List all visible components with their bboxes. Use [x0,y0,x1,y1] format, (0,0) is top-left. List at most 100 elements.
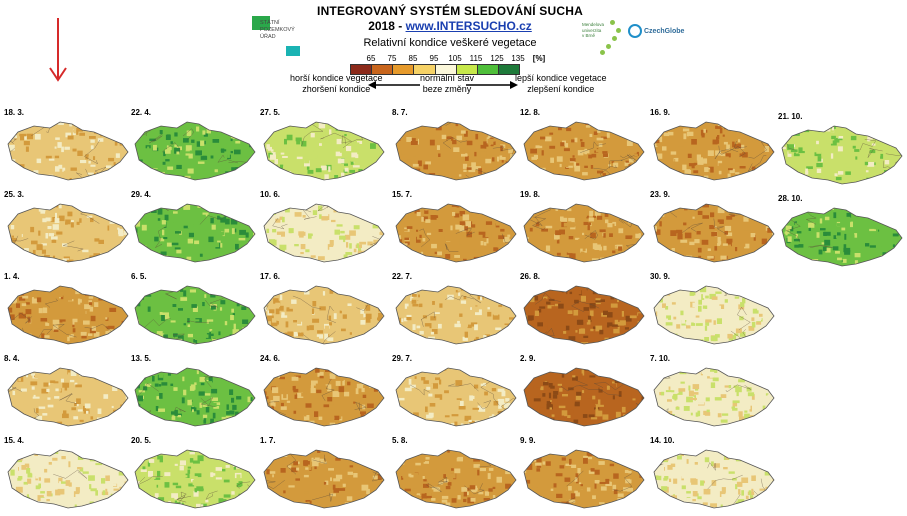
map-date-label: 9. 9. [520,436,536,445]
map-date-label: 13. 5. [131,354,152,363]
czech-map [653,203,775,263]
map-date-label: 5. 8. [392,436,408,445]
legend-color-swatch [371,65,393,74]
map-tile: 22. 4. [131,108,258,188]
czech-map [134,121,256,181]
map-tile: 7. 10. [650,354,777,434]
legend-title: Relativní kondice veškeré vegetace [363,37,537,49]
mendel-logo-text: Mendelova univerzita v Brně [582,22,605,38]
map-date-label: 8. 4. [4,354,20,363]
legend-tick-label: 65 [366,54,376,63]
map-tile: 9. 9. [520,436,647,516]
czech-map [395,203,517,263]
map-date-label: 16. 9. [650,108,671,117]
map-tile: 15. 4. [4,436,131,516]
map-tile: 12. 8. [520,108,647,188]
czech-map [263,367,385,427]
czech-map [263,285,385,345]
map-tile: 5. 8. [392,436,519,516]
legend-color-swatch [476,65,498,74]
map-tile: 17. 6. [260,272,387,352]
czech-map [395,121,517,181]
czech-map [134,285,256,345]
map-date-label: 24. 6. [260,354,281,363]
map-date-label: 6. 5. [131,272,147,281]
map-tile: 30. 9. [650,272,777,352]
map-tile: 1. 7. [260,436,387,516]
map-date-label: 30. 9. [650,272,671,281]
map-date-label: 27. 5. [260,108,281,117]
czech-map [523,449,645,509]
czech-map [523,121,645,181]
czech-map [263,449,385,509]
map-date-label: 2. 9. [520,354,536,363]
mendel-dot-icon [606,44,611,49]
map-date-label: 21. 10. [778,112,803,121]
website-link[interactable]: www.INTERSUCHO.cz [405,19,532,33]
map-tile: 29. 7. [392,354,519,434]
legend-tick-label: 115 [469,54,483,63]
map-date-label: 10. 6. [260,190,281,199]
map-date-label: 8. 7. [392,108,408,117]
czech-map [134,449,256,509]
red-down-arrow-icon [49,18,67,82]
map-tile: 20. 5. [131,436,258,516]
map-date-label: 26. 8. [520,272,541,281]
map-tile: 21. 10. [778,112,905,192]
legend-left-text: horší kondice vegetace zhoršení kondice [290,73,383,94]
czech-map [7,203,129,263]
map-date-label: 1. 4. [4,272,20,281]
czech-map [263,203,385,263]
map-date-label: 28. 10. [778,194,803,203]
spu-logo-green-mark [252,16,270,30]
legend-tick-label: 105 [448,54,462,63]
legend-colorbar [350,64,520,75]
map-date-label: 17. 6. [260,272,281,281]
legend-color-swatch [434,65,456,74]
map-tile: 13. 5. [131,354,258,434]
czech-map [523,285,645,345]
spu-logo: STÁTNÍ POZEMKOVÝ ÚŘAD [252,14,312,60]
map-tile: 1. 4. [4,272,131,352]
separator: - [394,19,406,33]
subtitle: 2018 - www.INTERSUCHO.cz [300,19,600,33]
czech-map [134,203,256,263]
legend-unit-label: [%] [532,54,546,63]
legend-color-swatch [497,65,519,74]
map-date-label: 22. 4. [131,108,152,117]
map-date-label: 15. 7. [392,190,413,199]
map-date-label: 12. 8. [520,108,541,117]
map-tile: 2. 9. [520,354,647,434]
map-tile: 24. 6. [260,354,387,434]
map-tile: 19. 8. [520,190,647,270]
legend-color-swatch [413,65,435,74]
mendel-university-logo: Mendelova univerzita v Brně [582,16,624,62]
legend-tick-label: 125 [490,54,504,63]
map-date-label: 23. 9. [650,190,671,199]
czech-map [7,121,129,181]
czech-map [781,125,903,185]
czechglobe-circle-icon [628,24,642,38]
legend-tick-label: 135 [511,54,525,63]
map-tile: 14. 10. [650,436,777,516]
map-tile: 28. 10. [778,194,905,274]
czech-map [7,449,129,509]
czech-map [653,367,775,427]
map-date-label: 20. 5. [131,436,152,445]
czech-map [653,449,775,509]
legend-tick-label: 95 [429,54,439,63]
legend-tick-label: 75 [387,54,397,63]
map-date-label: 22. 7. [392,272,413,281]
map-date-label: 1. 7. [260,436,276,445]
legend-color-swatch [351,65,372,74]
spu-logo-text: STÁTNÍ POZEMKOVÝ ÚŘAD [260,20,295,40]
map-date-label: 25. 3. [4,190,25,199]
map-date-label: 29. 7. [392,354,413,363]
legend-color-swatch [455,65,477,74]
map-tile: 8. 4. [4,354,131,434]
mendel-dot-icon [616,28,621,33]
map-tile: 8. 7. [392,108,519,188]
map-date-label: 14. 10. [650,436,675,445]
mendel-dot-icon [600,50,605,55]
legend-color-swatch [392,65,414,74]
